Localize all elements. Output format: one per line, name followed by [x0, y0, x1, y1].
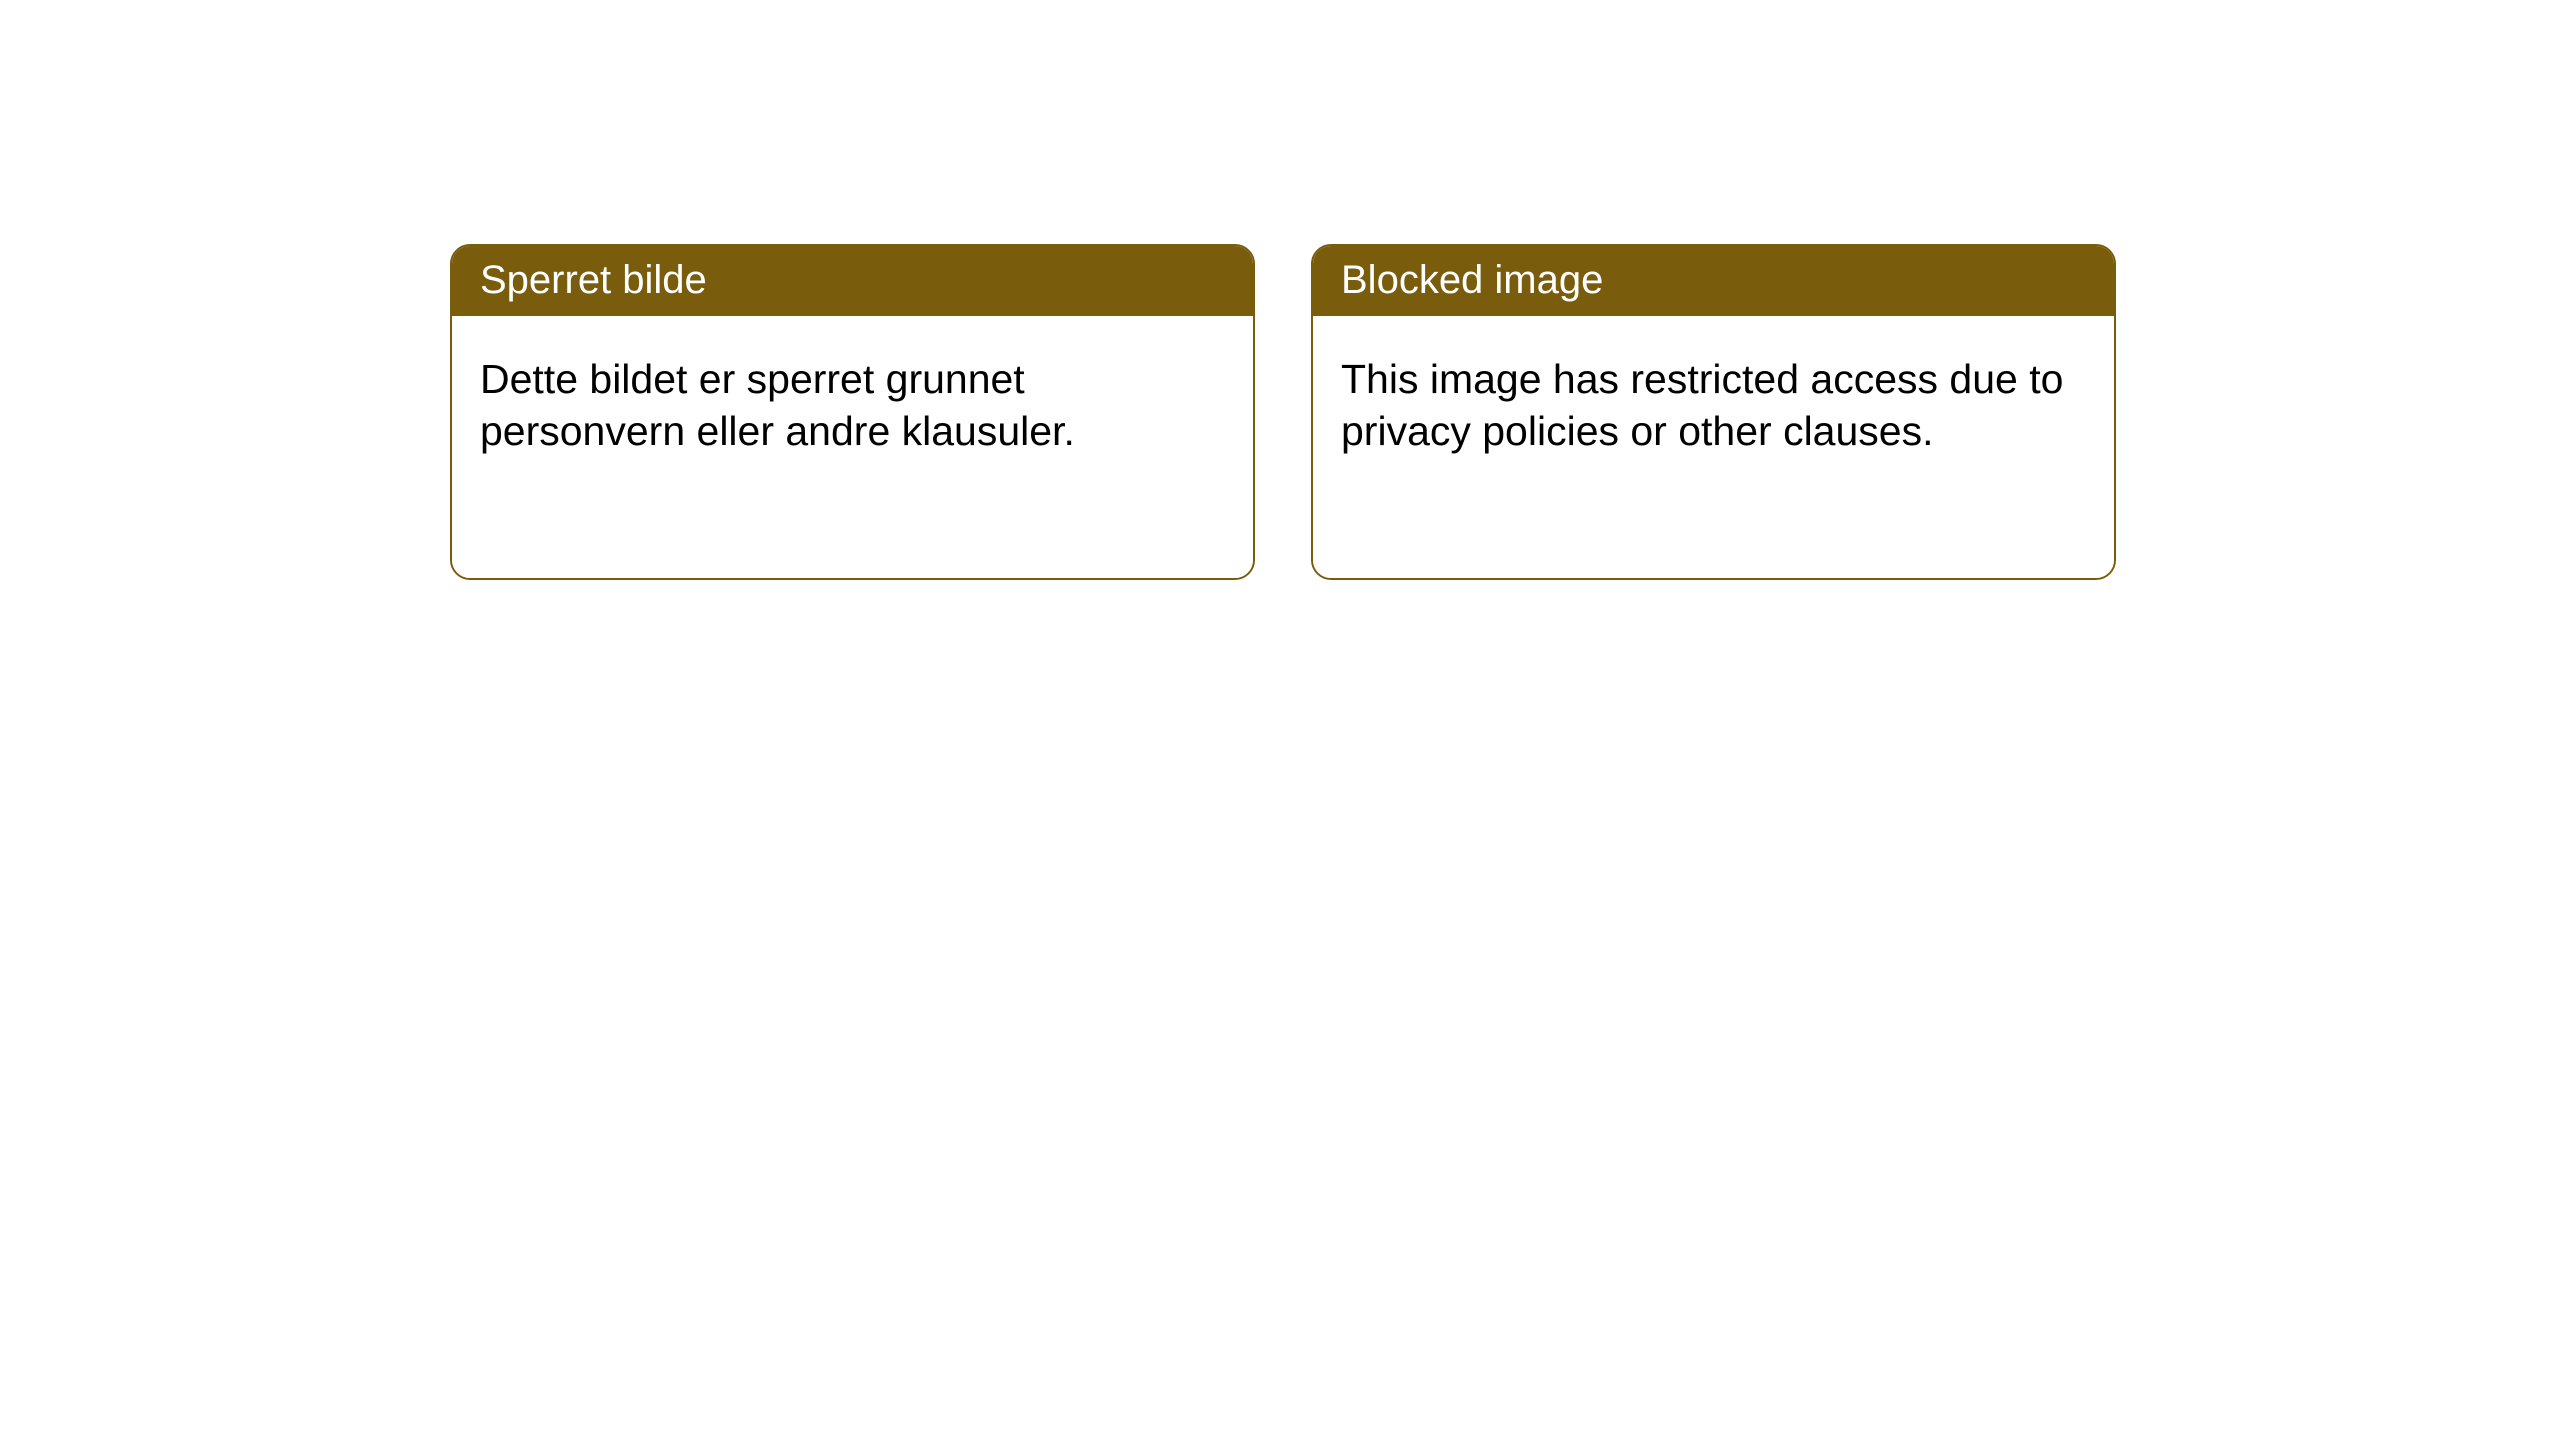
notice-body-english: This image has restricted access due to … [1313, 316, 2114, 578]
notice-container: Sperret bilde Dette bildet er sperret gr… [0, 0, 2560, 580]
notice-box-english: Blocked image This image has restricted … [1311, 244, 2116, 580]
notice-box-norwegian: Sperret bilde Dette bildet er sperret gr… [450, 244, 1255, 580]
notice-title-norwegian: Sperret bilde [452, 246, 1253, 316]
notice-body-norwegian: Dette bildet er sperret grunnet personve… [452, 316, 1253, 578]
notice-title-english: Blocked image [1313, 246, 2114, 316]
